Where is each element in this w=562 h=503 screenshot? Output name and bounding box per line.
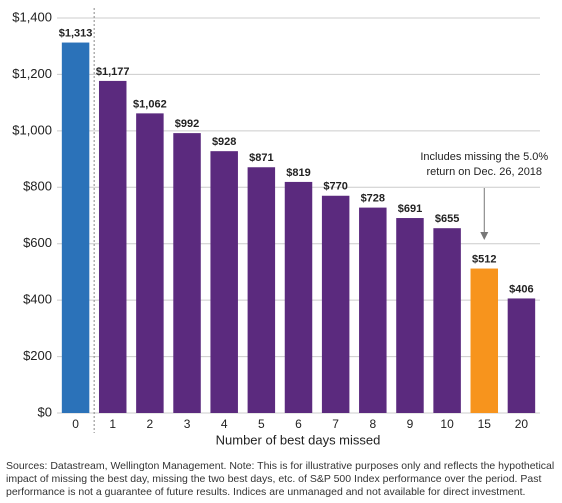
bar <box>470 268 499 413</box>
value-label: $1,177 <box>96 66 130 78</box>
bar <box>210 151 238 413</box>
bar <box>321 195 350 413</box>
y-tick-label: $0 <box>38 404 52 419</box>
x-tick-label: 10 <box>440 417 454 431</box>
bar <box>396 218 424 413</box>
x-tick-label: 1 <box>109 417 116 431</box>
bar <box>173 133 201 413</box>
x-tick-label: 20 <box>515 417 529 431</box>
value-label: $406 <box>509 283 533 295</box>
y-tick-label: $200 <box>23 348 52 363</box>
y-tick-label: $1,000 <box>12 122 52 137</box>
bar <box>433 228 461 413</box>
x-tick-label: 5 <box>258 417 265 431</box>
bar <box>359 207 387 413</box>
x-tick-label: 3 <box>184 417 191 431</box>
x-tick-label: 2 <box>147 417 154 431</box>
value-label: $1,062 <box>133 98 167 110</box>
bar <box>98 80 127 414</box>
annotation-arrowhead <box>480 232 489 240</box>
x-tick-label: 9 <box>407 417 414 431</box>
value-label: $770 <box>323 181 347 193</box>
x-tick-label: 4 <box>221 417 228 431</box>
annotation: return on Dec. 26, 2018 <box>426 166 542 178</box>
y-tick-label: $600 <box>23 235 52 250</box>
bar <box>284 181 313 413</box>
value-label: $1,313 <box>59 27 93 39</box>
x-tick-label: 8 <box>369 417 376 431</box>
value-label: $928 <box>212 136 236 148</box>
value-label: $512 <box>472 253 496 265</box>
bar <box>507 298 536 413</box>
value-label: $655 <box>435 213 459 225</box>
y-tick-label: $1,400 <box>12 9 52 24</box>
value-label: $691 <box>398 203 422 215</box>
source-note: Sources: Datastream, Wellington Manageme… <box>6 460 555 498</box>
x-tick-label: 15 <box>478 417 492 431</box>
y-tick-label: $800 <box>23 179 52 194</box>
value-label: $992 <box>175 118 199 130</box>
x-axis-title: Number of best days missed <box>216 432 381 447</box>
bar <box>247 167 276 413</box>
x-tick-label: 6 <box>295 417 302 431</box>
value-label: $871 <box>249 152 273 164</box>
y-tick-label: $400 <box>23 292 52 307</box>
bar <box>136 113 164 413</box>
bar <box>61 42 90 414</box>
annotation: Includes missing the 5.0% <box>420 151 548 163</box>
y-tick-label: $1,200 <box>12 66 52 81</box>
value-label: $819 <box>286 167 310 179</box>
chart: Number of best days missed $0 $200 $400 $60… <box>12 8 548 447</box>
x-tick-label: 7 <box>332 417 339 431</box>
x-tick-label: 0 <box>72 417 79 431</box>
value-label: $728 <box>361 193 385 205</box>
